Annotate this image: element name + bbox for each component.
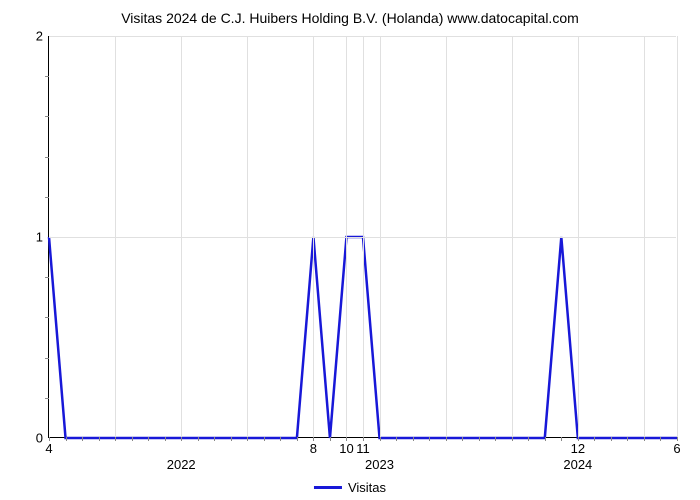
x-minor-tick (479, 437, 480, 441)
x-minor-tick (528, 437, 529, 441)
x-minor-tick (132, 437, 133, 441)
x-minor-tick (181, 437, 182, 441)
x-minor-tick (512, 437, 513, 441)
y-minor-tick (45, 197, 49, 198)
x-minor-tick (82, 437, 83, 441)
x-minor-tick (346, 437, 347, 441)
x-year-label: 2022 (167, 437, 196, 472)
x-minor-tick (99, 437, 100, 441)
x-minor-tick (115, 437, 116, 441)
x-minor-tick (594, 437, 595, 441)
x-minor-tick (462, 437, 463, 441)
x-minor-tick (231, 437, 232, 441)
y-minor-tick (45, 76, 49, 77)
grid-line-vertical (446, 36, 447, 437)
y-tick-label: 1 (36, 230, 49, 245)
x-minor-tick (280, 437, 281, 441)
x-minor-tick (413, 437, 414, 441)
x-minor-tick (297, 437, 298, 441)
x-minor-tick (660, 437, 661, 441)
x-minor-tick (264, 437, 265, 441)
x-minor-tick (429, 437, 430, 441)
x-minor-tick (49, 437, 50, 441)
x-minor-tick (396, 437, 397, 441)
grid-line-vertical (644, 36, 645, 437)
x-year-label: 2024 (563, 437, 592, 472)
x-minor-tick (677, 437, 678, 441)
visitas-swatch (314, 486, 342, 489)
y-minor-tick (45, 398, 49, 399)
grid-line-vertical (380, 36, 381, 437)
y-minor-tick (45, 317, 49, 318)
x-minor-tick (578, 437, 579, 441)
x-minor-tick (148, 437, 149, 441)
x-minor-tick (545, 437, 546, 441)
y-minor-tick (45, 358, 49, 359)
grid-line-vertical (346, 36, 347, 437)
legend: Visitas (314, 480, 386, 495)
x-minor-tick (644, 437, 645, 441)
y-minor-tick (45, 277, 49, 278)
x-minor-tick (495, 437, 496, 441)
plot-area: 012481011126202220232024 (48, 36, 676, 438)
x-minor-tick (198, 437, 199, 441)
grid-line-vertical (578, 36, 579, 437)
x-year-label: 2023 (365, 437, 394, 472)
y-minor-tick (45, 116, 49, 117)
grid-line-vertical (313, 36, 314, 437)
x-minor-tick (561, 437, 562, 441)
x-minor-tick (247, 437, 248, 441)
x-minor-tick (313, 437, 314, 441)
chart-container: Visitas 2024 de C.J. Huibers Holding B.V… (0, 8, 700, 500)
x-minor-tick (214, 437, 215, 441)
x-minor-tick (627, 437, 628, 441)
grid-line-vertical (247, 36, 248, 437)
x-minor-tick (66, 437, 67, 441)
x-minor-tick (446, 437, 447, 441)
y-minor-tick (45, 157, 49, 158)
x-minor-tick (380, 437, 381, 441)
x-minor-tick (165, 437, 166, 441)
grid-line-vertical (181, 36, 182, 437)
x-minor-tick (363, 437, 364, 441)
y-tick-label: 2 (36, 29, 49, 44)
chart-title: Visitas 2024 de C.J. Huibers Holding B.V… (0, 8, 700, 26)
grid-line-vertical (677, 36, 678, 437)
grid-line-vertical (512, 36, 513, 437)
x-minor-tick (611, 437, 612, 441)
x-minor-tick (330, 437, 331, 441)
grid-line-vertical (115, 36, 116, 437)
legend-label: Visitas (348, 480, 386, 495)
grid-line-vertical (363, 36, 364, 437)
